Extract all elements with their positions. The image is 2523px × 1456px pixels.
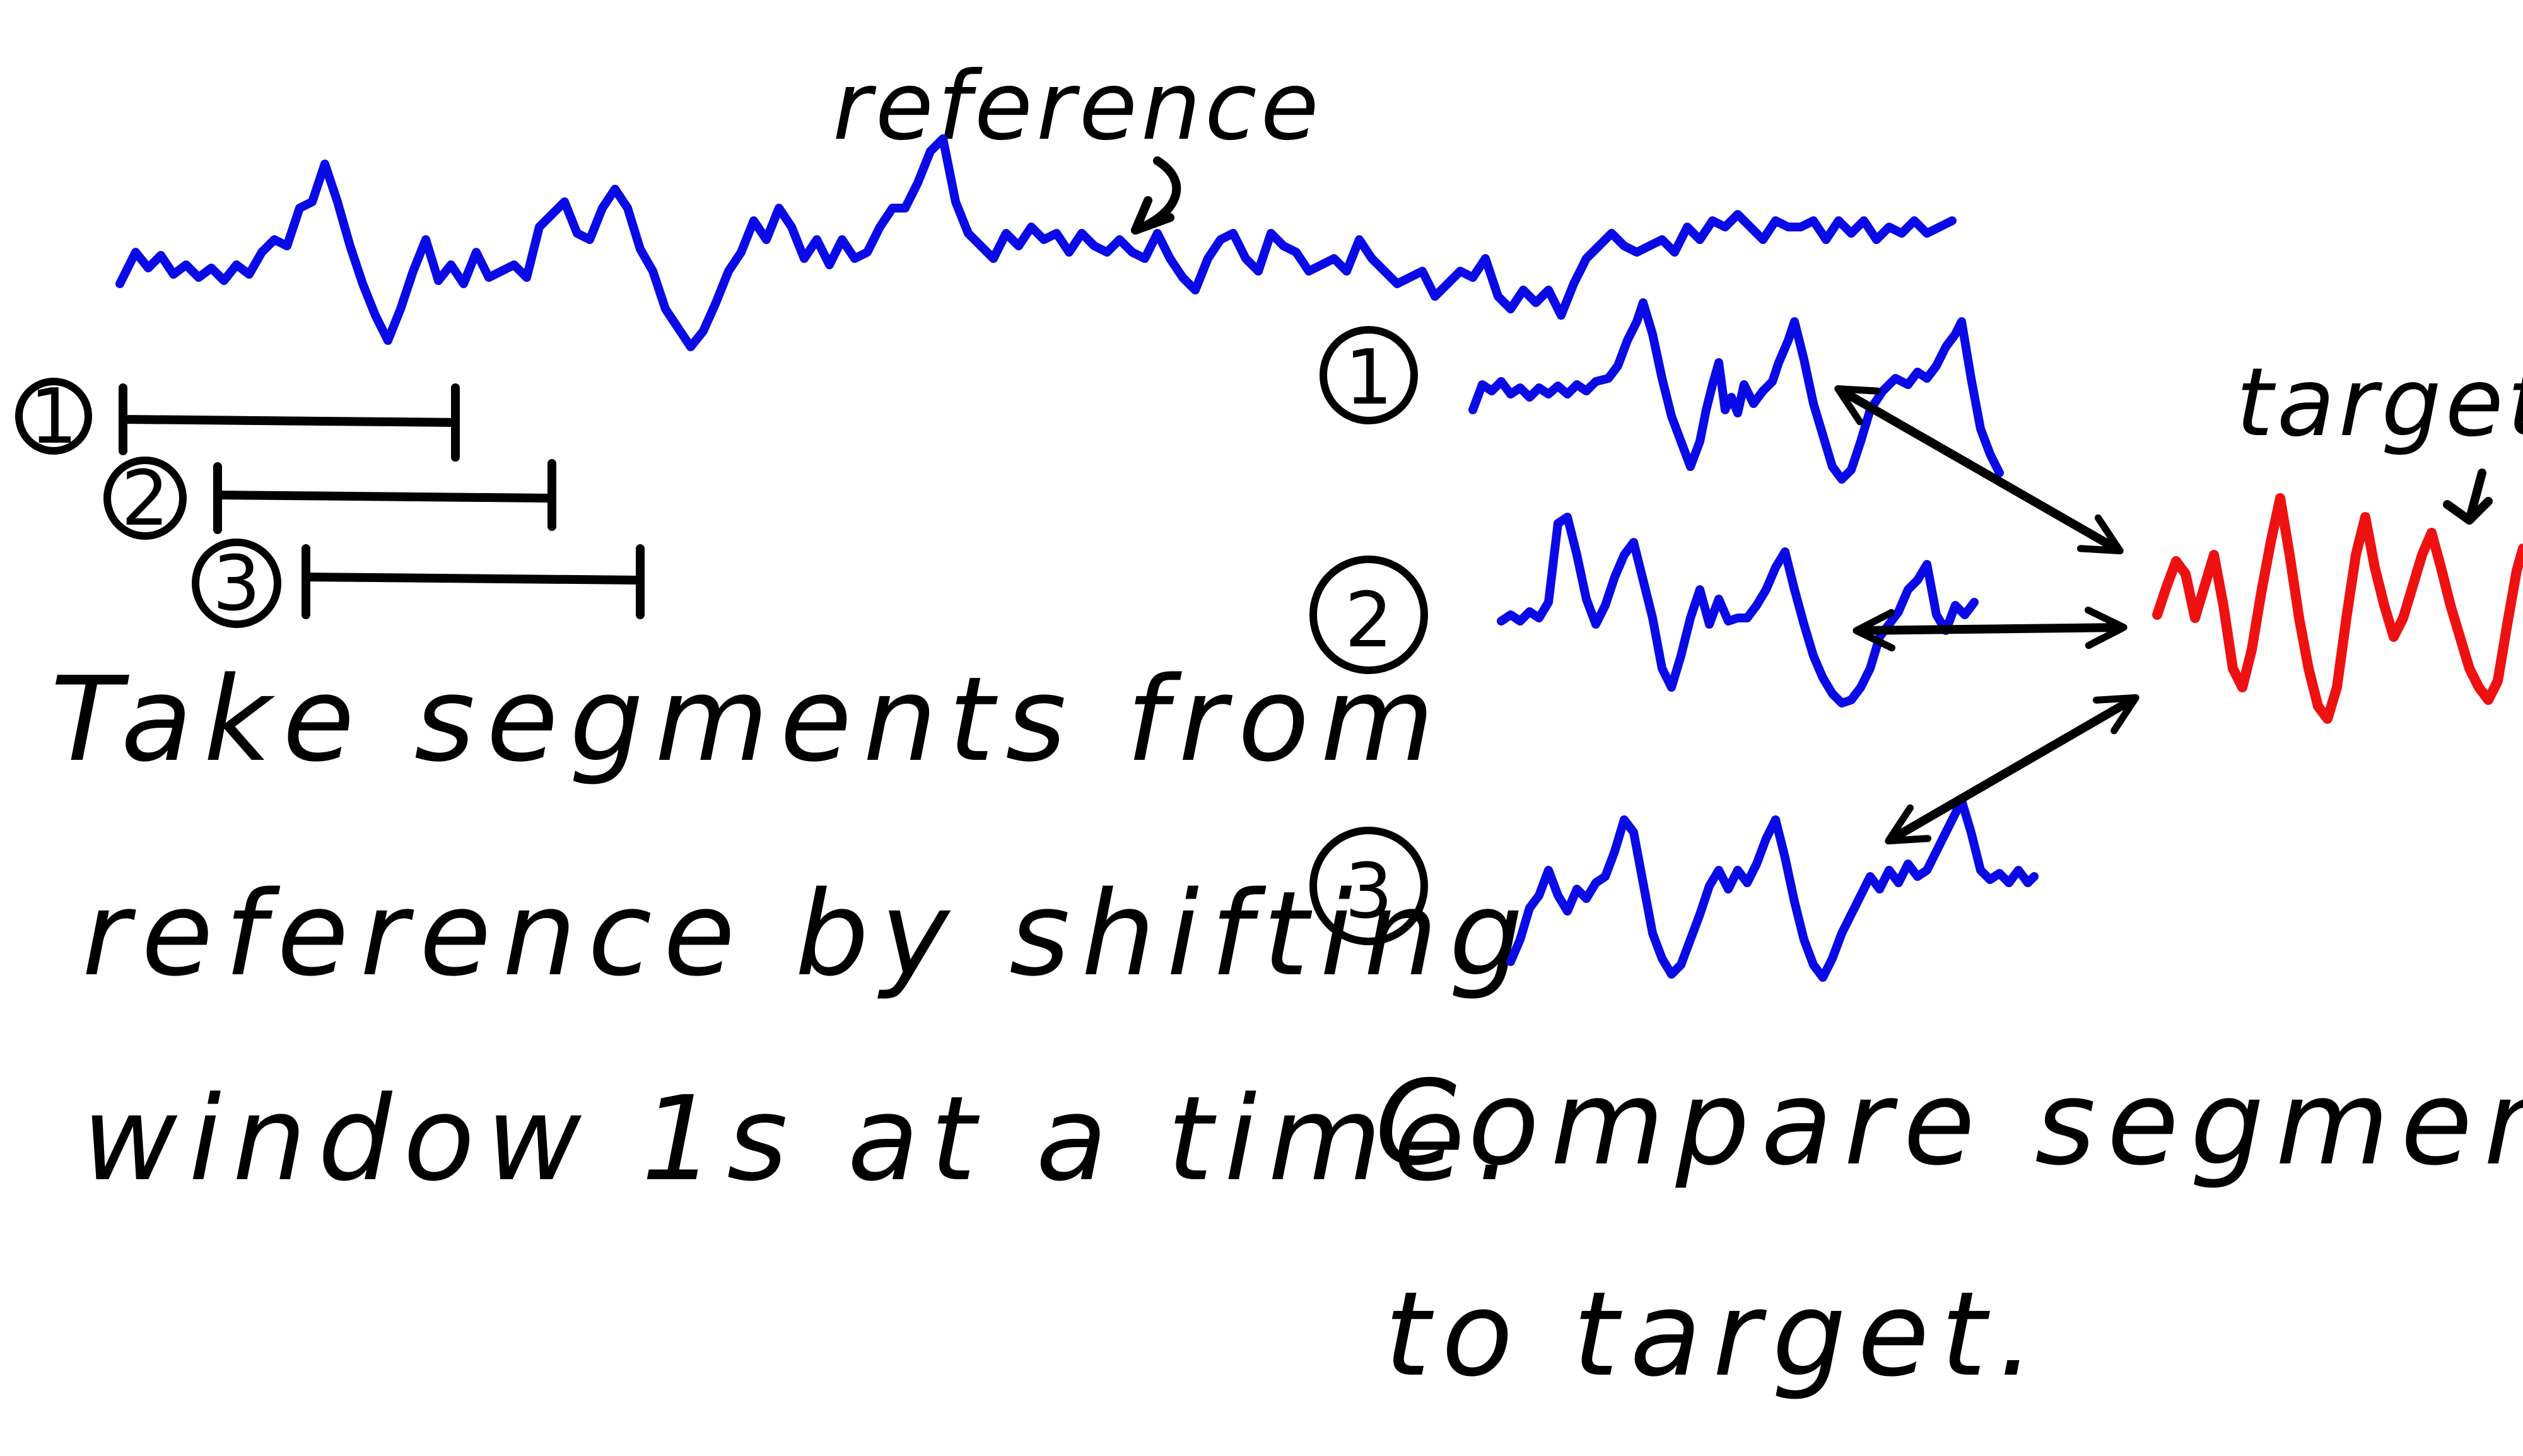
segment-2-circle bbox=[1309, 556, 1428, 674]
window-2: 2 bbox=[103, 455, 556, 543]
target-label: target bbox=[2236, 348, 2523, 458]
window-2-bracket bbox=[213, 459, 556, 534]
window-1-number: 1 bbox=[30, 373, 78, 461]
window-3-number: 3 bbox=[213, 540, 260, 628]
compare-arrow-1 bbox=[1834, 385, 2124, 555]
segment-2-number: 2 bbox=[1345, 577, 1393, 665]
left-caption-line-3: window 1s at a time. bbox=[82, 1071, 1525, 1207]
compare-arrow-3 bbox=[1885, 694, 2140, 845]
segment-2-waveform bbox=[1497, 513, 1979, 708]
window-2-circle bbox=[103, 457, 187, 540]
window-1-bracket bbox=[119, 383, 460, 462]
window-1: 1 bbox=[15, 373, 460, 462]
left-caption-line-2: reference by shifting bbox=[82, 866, 1535, 1002]
window-3: 3 bbox=[192, 539, 645, 628]
reference-label: reference bbox=[833, 52, 1323, 161]
target-pointer-arrow bbox=[2443, 469, 2493, 525]
right-caption-line-1: Compare segments bbox=[1375, 1055, 2523, 1191]
segment-1-waveform bbox=[1468, 298, 2004, 484]
target-waveform bbox=[2152, 493, 2523, 724]
segment-1-number: 1 bbox=[1345, 334, 1393, 422]
reference-pointer-arrowhead bbox=[1131, 196, 1174, 235]
segment-3-circle bbox=[1309, 827, 1428, 945]
window-1-circle bbox=[15, 378, 92, 455]
segment-1-circle bbox=[1320, 326, 1418, 424]
compare-arrow-2 bbox=[1853, 606, 2128, 652]
window-2-number: 2 bbox=[121, 455, 169, 543]
segment-3-waveform bbox=[1506, 796, 2039, 982]
segment-3-number: 3 bbox=[1345, 848, 1393, 936]
segment-1: 1 bbox=[1320, 298, 2004, 484]
window-3-circle bbox=[192, 539, 281, 628]
left-caption-line-1: Take segments from bbox=[50, 651, 1446, 788]
reference-waveform bbox=[115, 134, 1957, 351]
window-3-bracket bbox=[301, 544, 645, 619]
right-caption-line-2: to target. bbox=[1384, 1266, 2046, 1402]
